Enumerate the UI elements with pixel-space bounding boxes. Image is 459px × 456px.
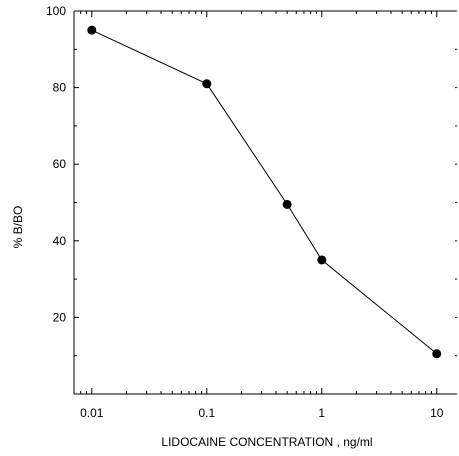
y-tick-label: 20 xyxy=(53,310,67,324)
data-point xyxy=(202,79,212,89)
data-point xyxy=(282,199,292,209)
series xyxy=(87,25,442,359)
axes xyxy=(73,10,457,395)
y-tick-label: 40 xyxy=(53,234,67,248)
data-point xyxy=(87,25,97,35)
x-tick-label: 0.1 xyxy=(198,406,215,420)
data-point xyxy=(432,349,442,359)
data-point xyxy=(317,255,327,265)
series-line xyxy=(91,29,438,355)
x-tick-label: 0.01 xyxy=(80,406,104,420)
y-tick-label: 60 xyxy=(53,157,67,171)
x-tick-label: 1 xyxy=(318,406,325,420)
ticks: 20 40 60 80 100 0.01 0.1 1 10 xyxy=(46,4,457,420)
y-tick-label: 80 xyxy=(53,81,67,95)
y-axis-title: % B/BO xyxy=(11,206,25,249)
y-tick-label: 100 xyxy=(46,4,66,18)
x-tick-label: 10 xyxy=(430,406,444,420)
x-axis-title: LIDOCAINE CONCENTRATION , ng/ml xyxy=(161,435,372,449)
